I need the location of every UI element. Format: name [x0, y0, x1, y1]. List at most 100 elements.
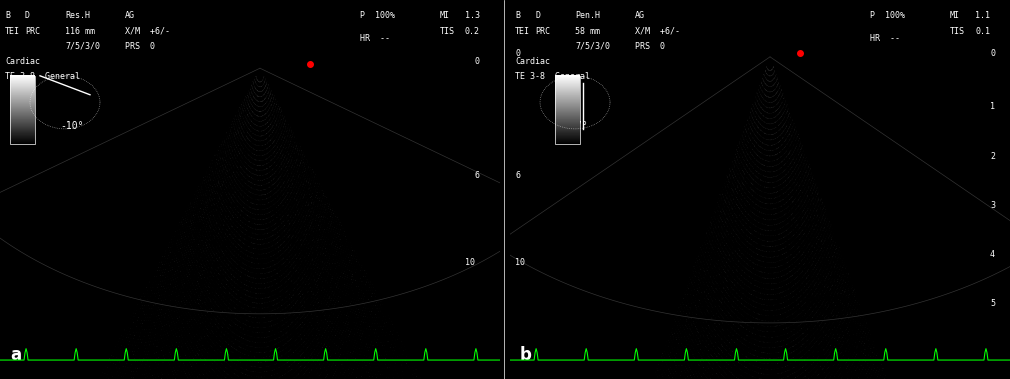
- Point: [756, 86, 773, 92]
- Point: [144, 338, 161, 344]
- Point: [371, 375, 387, 379]
- Point: [803, 298, 819, 304]
- Point: [276, 123, 292, 129]
- Point: [788, 170, 804, 176]
- Point: [720, 205, 736, 211]
- Point: [259, 104, 275, 110]
- Point: [758, 81, 774, 87]
- Point: [206, 166, 222, 172]
- Point: [684, 342, 700, 348]
- Point: [201, 345, 217, 351]
- Point: [766, 88, 782, 94]
- Point: [309, 358, 325, 364]
- Point: [350, 341, 367, 348]
- Point: [216, 135, 232, 141]
- Point: [236, 135, 252, 141]
- Point: [267, 132, 283, 138]
- Point: [762, 169, 778, 175]
- Point: [238, 222, 255, 229]
- Point: [748, 145, 765, 151]
- Text: D: D: [25, 11, 30, 20]
- Point: [267, 107, 283, 113]
- Point: [771, 128, 787, 134]
- Point: [311, 197, 327, 203]
- Point: [761, 72, 777, 78]
- Point: [833, 324, 849, 330]
- Point: [299, 168, 315, 174]
- Point: [209, 297, 225, 303]
- Point: [213, 349, 229, 356]
- Point: [706, 275, 722, 281]
- Point: [187, 203, 203, 209]
- Point: [815, 214, 831, 220]
- Point: [813, 278, 829, 284]
- Point: [773, 102, 789, 108]
- Point: [225, 138, 241, 144]
- Point: [343, 284, 360, 290]
- Point: [228, 265, 244, 271]
- Point: [206, 326, 222, 332]
- Point: [788, 157, 804, 163]
- Point: [674, 362, 690, 368]
- Point: [762, 142, 778, 148]
- Point: [793, 371, 809, 377]
- Point: [137, 299, 154, 305]
- Point: [775, 332, 791, 338]
- Point: [261, 94, 277, 100]
- Point: [287, 189, 303, 195]
- Point: [227, 285, 243, 291]
- Point: [751, 295, 768, 301]
- Point: [739, 278, 755, 284]
- Point: [229, 199, 245, 205]
- Point: [260, 103, 276, 109]
- Point: [776, 95, 792, 101]
- Point: [304, 199, 320, 205]
- Point: [262, 98, 278, 104]
- Point: [710, 282, 726, 288]
- Point: [835, 313, 851, 319]
- Point: [760, 147, 776, 153]
- Point: [290, 174, 306, 180]
- Point: [687, 322, 703, 328]
- Point: [788, 163, 804, 169]
- Point: [785, 365, 801, 371]
- Point: [251, 94, 268, 100]
- Point: [840, 348, 856, 354]
- Point: [793, 241, 809, 247]
- Point: [334, 282, 350, 288]
- Point: [729, 302, 745, 308]
- Point: [322, 372, 338, 378]
- Point: [242, 88, 259, 94]
- Point: [265, 166, 281, 172]
- Point: [234, 234, 250, 240]
- Point: [739, 144, 755, 150]
- Point: [229, 164, 245, 170]
- Point: [728, 290, 744, 296]
- Point: [161, 242, 177, 248]
- Point: [848, 311, 865, 317]
- Point: [244, 220, 261, 226]
- Point: [722, 271, 738, 277]
- Point: [817, 237, 833, 243]
- Point: [222, 210, 238, 216]
- Point: [232, 175, 248, 181]
- Point: [348, 256, 365, 262]
- Point: [755, 84, 772, 90]
- Point: [774, 124, 790, 130]
- Point: [248, 310, 265, 316]
- Point: [772, 290, 788, 296]
- Point: [781, 174, 797, 180]
- Point: [252, 123, 269, 129]
- Point: [248, 97, 265, 103]
- Point: [139, 282, 156, 288]
- Point: [249, 167, 266, 173]
- Point: [767, 74, 783, 80]
- Point: [244, 240, 261, 246]
- Point: [700, 255, 716, 261]
- Point: [812, 260, 828, 266]
- Point: [257, 285, 273, 291]
- Point: [182, 266, 198, 273]
- Point: [348, 283, 365, 289]
- Point: [762, 83, 778, 89]
- Point: [788, 347, 804, 353]
